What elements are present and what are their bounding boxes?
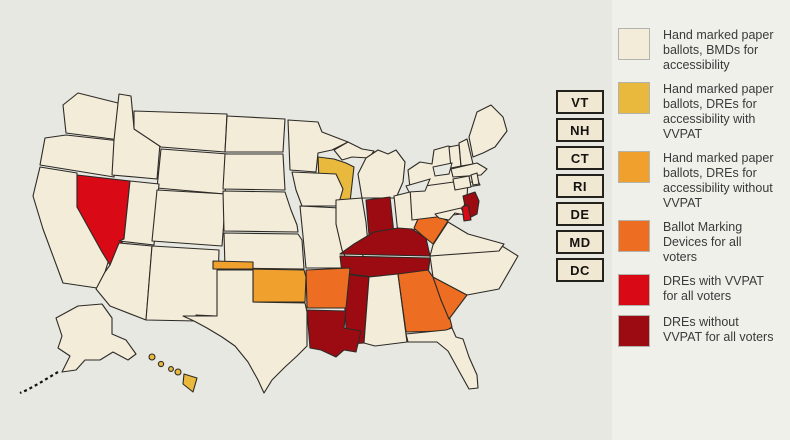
state-label-ct: CT (570, 150, 590, 166)
aleutian-islands-icon (19, 371, 59, 395)
legend-item: DREs with VVPAT for all voters (618, 274, 784, 306)
legend-item: Hand marked paper ballots, DREs for acce… (618, 151, 784, 211)
legend-item: DREs without VVPAT for all voters (618, 315, 784, 347)
legend-label: DREs with VVPAT for all voters (663, 274, 764, 303)
state-borders (32, 92, 519, 394)
state-label-box-nh: NH (556, 118, 604, 142)
legend-label: Ballot Marking Devices for all voters (663, 220, 743, 264)
state-label-box-ct: CT (556, 146, 604, 170)
state-label-ri: RI (573, 178, 587, 194)
legend-swatch-dre-no-vvpat-all (618, 315, 650, 347)
state-label-box-vt: VT (556, 90, 604, 114)
lake-ontario-icon (432, 162, 453, 177)
legend-label: Hand marked paper ballots, DREs for acce… (663, 82, 774, 141)
legend-label: DREs without VVPAT for all voters (663, 315, 774, 344)
legend-swatch-bmd-all (618, 220, 650, 252)
state-label-md: MD (569, 234, 591, 250)
legend-swatch-dre-vvpat-all (618, 274, 650, 306)
legend-panel: Hand marked paper ballots, BMDs for acce… (612, 0, 790, 440)
state-label-nh: NH (570, 122, 590, 138)
legend-swatch-dre-access-no-vvpat (618, 151, 650, 183)
state-label-box-dc: DC (556, 258, 604, 282)
state-label-box-md: MD (556, 230, 604, 254)
lake-erie-icon (405, 178, 431, 193)
legend-item: Hand marked paper ballots, DREs for acce… (618, 82, 784, 142)
legend-item: Ballot Marking Devices for all voters (618, 220, 784, 265)
state-label-dc: DC (570, 262, 590, 278)
legend-swatch-dre-access-vvpat (618, 82, 650, 114)
state-label-box-de: DE (556, 202, 604, 226)
legend-swatch-hand-marked (618, 28, 650, 60)
legend-label: Hand marked paper ballots, DREs for acce… (663, 151, 774, 210)
state-label-vt: VT (571, 94, 589, 110)
legend-label: Hand marked paper ballots, BMDs for acce… (663, 28, 774, 72)
legend-item: Hand marked paper ballots, BMDs for acce… (618, 28, 784, 73)
state-label-de: DE (570, 206, 590, 222)
state-label-box-ri: RI (556, 174, 604, 198)
